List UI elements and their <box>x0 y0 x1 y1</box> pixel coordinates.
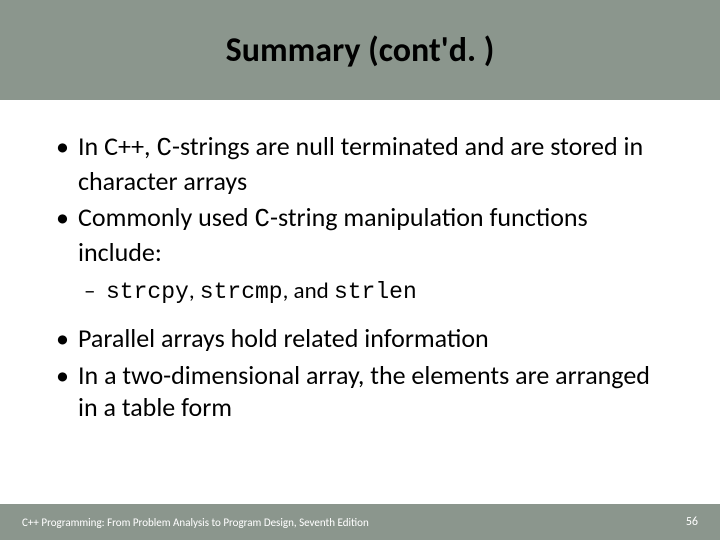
bullet-list: Parallel arrays hold related information… <box>50 322 670 424</box>
sub-mono: strlen <box>334 279 417 305</box>
bullet-text: Commonly used <box>78 201 254 233</box>
bullet-item: In a two-dimensional array, the elements… <box>50 359 670 424</box>
footer-text: C++ Programming: From Problem Analysis t… <box>22 516 369 529</box>
bullet-item: Commonly used C-string manipulation func… <box>50 201 670 268</box>
bullet-item: In C++, C-strings are null terminated an… <box>50 130 670 197</box>
sub-mono: strcmp <box>200 279 283 305</box>
bullet-mono: C <box>254 204 270 234</box>
bullet-text: In C++, <box>78 130 156 162</box>
sub-bullet-item: strcpy, strcmp, and strlen <box>50 276 670 308</box>
slide-header: Summary (cont'd. ) <box>0 0 720 100</box>
bullet-mono: C <box>156 133 172 163</box>
slide-title: Summary (cont'd. ) <box>226 30 495 71</box>
sub-text: , <box>189 277 200 305</box>
sub-mono: strcpy <box>106 279 189 305</box>
bullet-item: Parallel arrays hold related information <box>50 322 670 355</box>
bullet-list: In C++, C-strings are null terminated an… <box>50 130 670 268</box>
slide-footer: C++ Programming: From Problem Analysis t… <box>0 504 720 540</box>
bullet-text: In a two-dimensional array, the elements… <box>78 359 650 424</box>
slide-content: In C++, C-strings are null terminated an… <box>0 100 720 424</box>
bullet-text: Parallel arrays hold related information <box>78 322 489 354</box>
sub-text: , and <box>283 277 334 305</box>
page-number: 56 <box>686 515 698 529</box>
